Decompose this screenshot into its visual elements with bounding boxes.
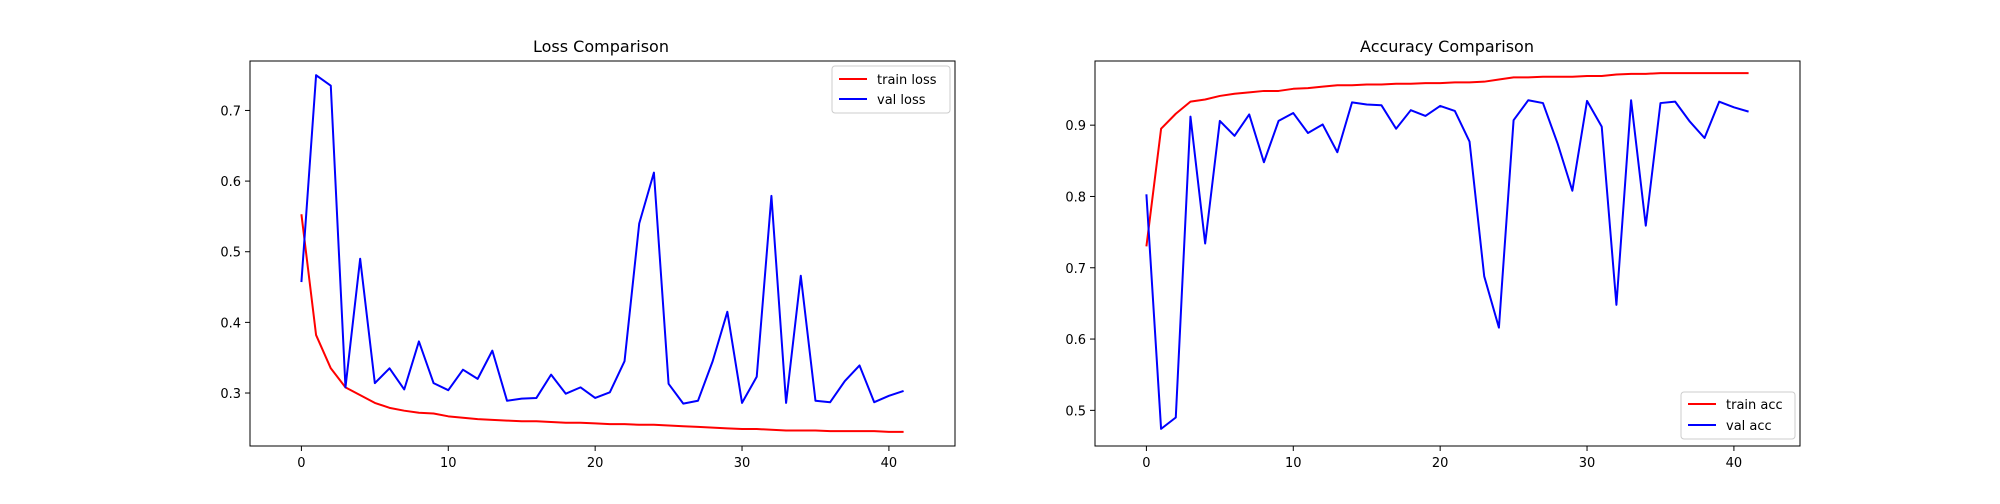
y-tick-label: 0.6 <box>1065 333 1086 348</box>
accuracy-chart: Accuracy Comparison 0 10 20 30 40 0.50.60.70… <box>1065 37 1801 471</box>
y-tick-label: 0.5 <box>1065 404 1086 419</box>
chart-title: Accuracy Comparison <box>1360 37 1534 56</box>
chart-title: Loss Comparison <box>533 37 669 56</box>
y-tick-label: 0.8 <box>1065 190 1086 205</box>
y-tick-label: 0.7 <box>220 104 241 119</box>
legend-label-val-loss: val loss <box>877 93 926 108</box>
legend-label-train-loss: train loss <box>877 73 937 88</box>
series-line-val-acc <box>1145 99 1749 430</box>
series-layer <box>300 74 904 433</box>
y-tick-label: 0.6 <box>220 175 241 190</box>
y-tick-label: 0.4 <box>220 316 241 331</box>
legend-label-train-acc: train acc <box>1726 398 1783 413</box>
y-tick-label: 0.7 <box>1065 262 1086 277</box>
series-line-train-acc <box>1145 72 1749 247</box>
loss-chart: Loss Comparison 0 10 20 30 40 0.30.40.50.60.… <box>220 37 956 471</box>
x-tick-label: 0 <box>297 456 305 471</box>
x-tick-label: 20 <box>1432 456 1449 471</box>
y-axis-ticks: 0.5 0.6 0.7 0.8 0.9 <box>1065 119 1095 419</box>
series-line-val-loss <box>300 74 904 405</box>
series-layer <box>1145 72 1749 430</box>
x-tick-label: 0 <box>1142 456 1150 471</box>
plot-frame <box>1094 60 1801 447</box>
legend: train acc val acc <box>1680 391 1796 440</box>
x-tick-label: 30 <box>1579 456 1596 471</box>
x-tick-label: 40 <box>1726 456 1743 471</box>
x-axis-ticks: 0 10 20 30 40 <box>297 446 897 471</box>
series-line-train-loss <box>300 214 904 433</box>
x-axis-ticks: 0 10 20 30 40 <box>1142 446 1742 471</box>
y-tick-label: 0.5 <box>220 246 241 261</box>
y-tick-label: 0.3 <box>220 387 241 402</box>
y-tick-label: 0.9 <box>1065 119 1086 134</box>
legend-label-val-acc: val acc <box>1726 419 1772 434</box>
x-tick-label: 40 <box>881 456 898 471</box>
x-tick-label: 20 <box>587 456 604 471</box>
x-tick-label: 10 <box>440 456 457 471</box>
y-axis-ticks: 0.3 0.4 0.5 0.6 0.7 <box>220 104 250 402</box>
x-tick-label: 10 <box>1285 456 1302 471</box>
plot-frame <box>249 60 956 447</box>
legend: train loss val loss <box>831 65 951 114</box>
legend-box <box>831 65 951 114</box>
x-tick-label: 30 <box>734 456 751 471</box>
